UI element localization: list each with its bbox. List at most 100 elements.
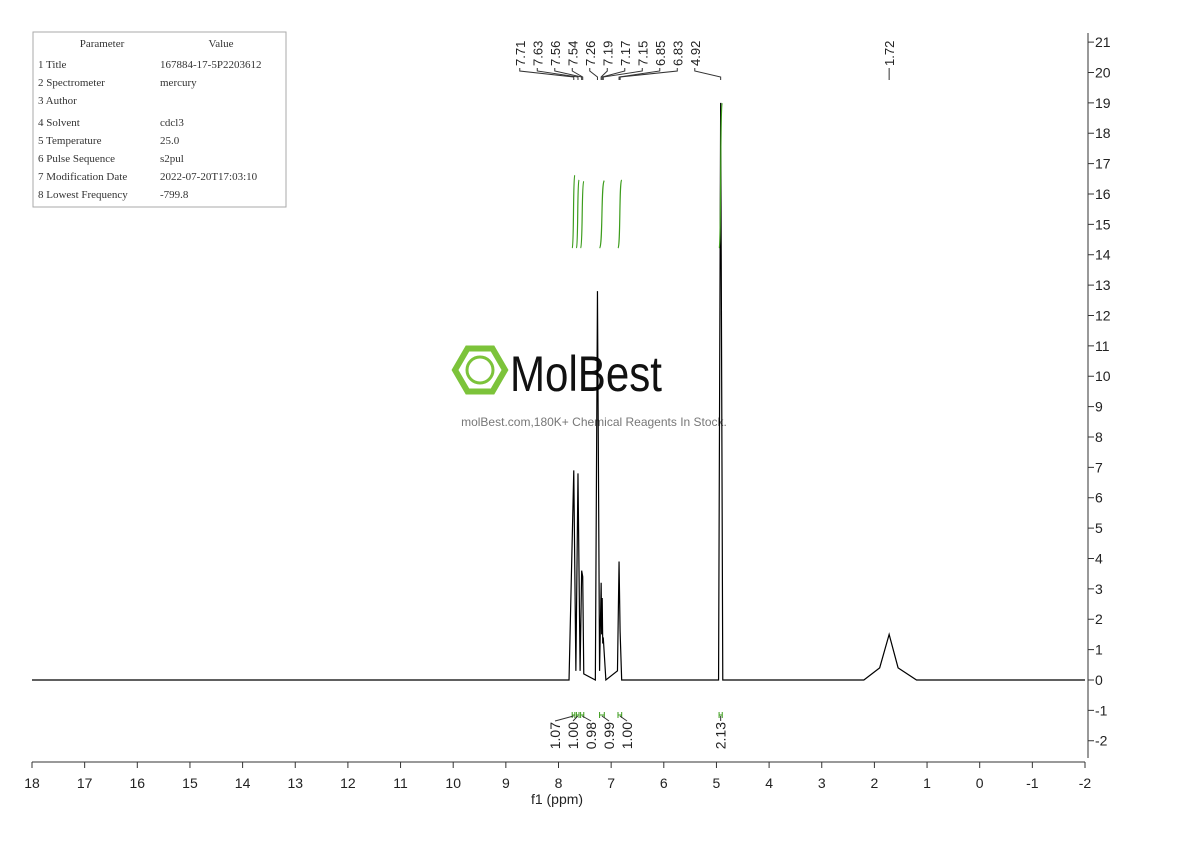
integral-connector <box>581 715 592 722</box>
y-tick-label: 17 <box>1095 156 1111 172</box>
peak-connector <box>519 68 575 80</box>
integral-curve <box>617 179 623 249</box>
y-tick-label: 21 <box>1095 34 1111 50</box>
peak-label: 6.85 <box>653 41 668 66</box>
x-tick-label: 18 <box>24 775 40 791</box>
y-tick-label: 2 <box>1095 611 1103 627</box>
x-tick-label: -2 <box>1079 775 1092 791</box>
param-name: 5 Temperature <box>38 135 102 147</box>
param-value: s2pul <box>160 153 184 165</box>
peak-connector <box>589 68 598 80</box>
integral-label: 1.00 <box>565 722 581 749</box>
watermark-subtitle: molBest.com,180K+ Chemical Reagents In S… <box>461 415 727 429</box>
peak-label: 1.72 <box>882 41 897 66</box>
param-name: 6 Pulse Sequence <box>38 153 115 165</box>
peak-connector <box>571 68 584 80</box>
x-axis-label: f1 (ppm) <box>531 791 583 807</box>
x-tick-label: 1 <box>923 775 931 791</box>
integral-label: 1.00 <box>619 722 635 749</box>
peak-label: 7.63 <box>530 41 545 66</box>
peak-connector <box>554 68 583 80</box>
integral-curve <box>718 102 723 249</box>
watermark: MolBest molBest.com,180K+ Chemical Reage… <box>451 345 727 429</box>
peak-label: 7.19 <box>600 41 615 66</box>
integral-bracket <box>718 712 723 718</box>
integral-curve <box>598 180 605 249</box>
x-tick-label: 16 <box>130 775 146 791</box>
x-tick-label: 13 <box>287 775 303 791</box>
param-value: 25.0 <box>160 135 180 147</box>
y-tick-label: 11 <box>1095 338 1110 354</box>
integral-curve <box>571 174 576 249</box>
table-header: Parameter <box>80 38 125 50</box>
y-tick-label: 20 <box>1095 64 1111 80</box>
x-tick-label: -1 <box>1026 775 1039 791</box>
y-tick-label: 5 <box>1095 520 1103 536</box>
peak-connector <box>619 68 678 80</box>
integral-connector <box>572 715 579 722</box>
y-tick-label: 16 <box>1095 186 1111 202</box>
watermark-title: MolBest <box>510 346 662 402</box>
peak-connector <box>602 68 643 80</box>
parameter-box <box>32 31 287 208</box>
y-tick-label: 6 <box>1095 490 1103 506</box>
param-value: 167884-17-5P2203612 <box>160 59 261 71</box>
param-value: mercury <box>160 77 197 89</box>
x-tick-label: 4 <box>765 775 773 791</box>
peak-label: 4.92 <box>688 41 703 66</box>
y-tick-label: 9 <box>1095 399 1103 415</box>
x-tick-label: 2 <box>871 775 879 791</box>
peak-connector <box>694 68 722 80</box>
integral-bracket <box>571 712 576 718</box>
peak-label: 7.17 <box>618 41 633 66</box>
param-value: -799.8 <box>160 189 189 201</box>
integral-connector <box>619 715 628 722</box>
peak-label: 7.71 <box>513 41 528 66</box>
peak-label: 7.56 <box>548 41 563 66</box>
param-name: 8 Lowest Frequency <box>38 189 128 201</box>
integral-label: 1.07 <box>547 722 563 749</box>
y-tick-label: 18 <box>1095 125 1111 141</box>
y-tick-label: 10 <box>1095 368 1111 384</box>
param-value: 2022-07-20T17:03:10 <box>160 171 258 183</box>
x-tick-label: 11 <box>393 775 408 791</box>
x-tick-label: 0 <box>976 775 984 791</box>
x-tick-label: 8 <box>555 775 563 791</box>
integral-label: 0.98 <box>583 722 599 749</box>
integral-connector <box>554 715 574 722</box>
y-tick-label: 8 <box>1095 429 1103 445</box>
x-tick-label: 17 <box>77 775 93 791</box>
y-tick-label: 0 <box>1095 672 1103 688</box>
table-header: Value <box>208 38 233 50</box>
x-tick-label: 10 <box>445 775 461 791</box>
y-tick-label: 15 <box>1095 216 1111 232</box>
param-name: 3 Author <box>38 95 77 107</box>
x-tick-label: 15 <box>182 775 198 791</box>
integral-curve <box>575 179 580 249</box>
x-tick-label: 3 <box>818 775 826 791</box>
x-tick-label: 9 <box>502 775 510 791</box>
logo-ring <box>465 355 495 385</box>
integral-label: 0.99 <box>601 722 617 749</box>
integral-curve <box>580 180 585 249</box>
x-tick-label: 6 <box>660 775 668 791</box>
x-tick-label: 7 <box>607 775 615 791</box>
param-value: cdcl3 <box>160 117 184 129</box>
y-tick-label: 1 <box>1095 642 1103 658</box>
param-name: 4 Solvent <box>38 117 80 129</box>
x-tick-label: 5 <box>713 775 721 791</box>
y-tick-label: 13 <box>1095 277 1111 293</box>
peak-label: 7.54 <box>565 41 580 66</box>
y-tick-label: 7 <box>1095 459 1103 475</box>
peak-connector <box>618 68 661 80</box>
param-name: 2 Spectrometer <box>38 77 105 89</box>
y-tick-label: 4 <box>1095 550 1103 566</box>
param-name: 7 Modification Date <box>38 171 127 183</box>
y-tick-label: 3 <box>1095 581 1103 597</box>
y-tick-label: 19 <box>1095 95 1111 111</box>
peak-connector <box>601 68 626 80</box>
param-name: 1 Title <box>38 59 67 71</box>
logo-hexagon <box>451 345 509 395</box>
peak-label: 6.83 <box>670 41 685 66</box>
